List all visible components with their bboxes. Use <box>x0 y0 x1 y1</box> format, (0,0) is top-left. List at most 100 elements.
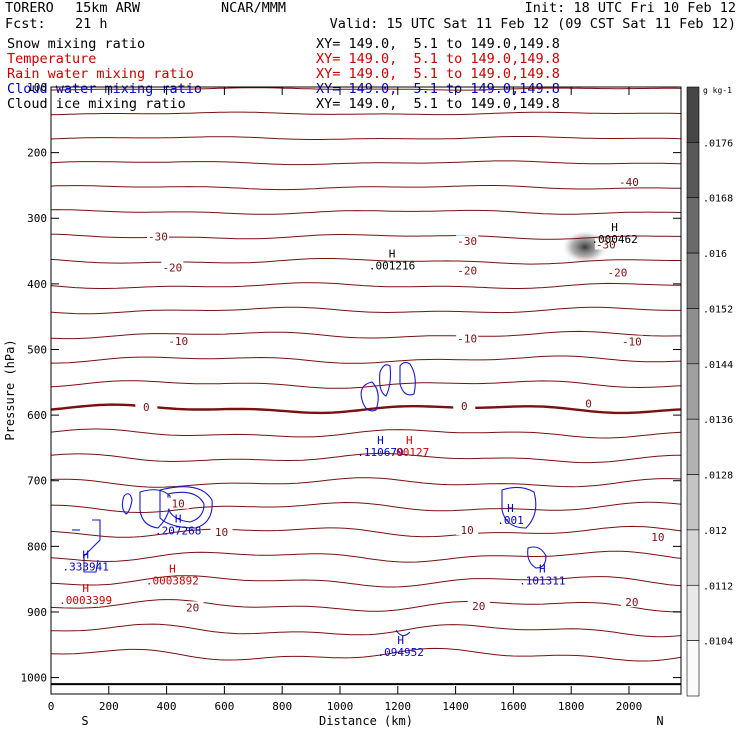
isotherm <box>50 525 682 538</box>
maximum-value: .101311 <box>519 574 565 587</box>
isotherm <box>50 575 682 588</box>
x-axis-label: Distance (km) <box>319 714 413 728</box>
cloud-water-contour <box>501 486 537 529</box>
field-xy-range: XY= 149.0, 5.1 to 149.0,149.8 <box>316 96 560 112</box>
colorbar-tick-label: .0144 <box>703 360 733 371</box>
isotherm-label: 0 <box>461 400 468 413</box>
colorbar-tick-label: .0136 <box>703 415 733 426</box>
maximum-value: .000462 <box>591 233 637 246</box>
isotherm <box>50 452 681 464</box>
isotherm-label-bg <box>181 601 204 613</box>
y-tick-label: 300 <box>27 212 47 225</box>
forecast-label: Fcst: <box>5 16 46 32</box>
maximum-marker: H <box>507 502 514 515</box>
isotherm-label: -30 <box>596 238 616 251</box>
colorbar-cell <box>686 529 700 586</box>
maximum-value: .001216 <box>369 259 415 272</box>
cloud-water-contour <box>121 493 133 515</box>
plot-frame <box>50 86 682 695</box>
isotherm-label: 20 <box>472 600 485 613</box>
maximum-value: .001 <box>497 514 524 527</box>
x-tick-label: 1800 <box>558 700 585 713</box>
isotherm <box>50 306 681 315</box>
isotherm <box>50 380 682 389</box>
y-tick-label: 600 <box>27 409 47 422</box>
maximum-value: .0003892 <box>146 574 199 587</box>
maximum-marker: H <box>406 434 413 447</box>
isotherm-label-bg <box>167 497 190 509</box>
colorbar-tick-label: .016 <box>703 249 727 260</box>
isotherm <box>50 477 682 488</box>
isotherm <box>50 185 682 191</box>
maximum-marker: H <box>82 549 89 562</box>
y-tick-label: 800 <box>27 540 47 553</box>
colorbar-tick-label: .0152 <box>703 304 733 315</box>
isotherm <box>51 355 682 364</box>
isotherm-label-bg <box>161 261 184 273</box>
colorbar-tick-label: .0112 <box>703 581 733 592</box>
colorbar-cell <box>686 363 700 420</box>
colorbar-tick-label: .0104 <box>703 637 733 648</box>
y-tick-label: 700 <box>27 475 47 488</box>
x-tick-label: 1200 <box>385 700 412 713</box>
isotherm-label: -40 <box>619 176 639 189</box>
isotherm-label: -10 <box>457 332 477 345</box>
cloud-water-contour <box>167 491 205 523</box>
y-tick-label: 500 <box>27 343 47 356</box>
maximum-marker: H <box>377 434 384 447</box>
isotherm-label: 20 <box>186 601 199 614</box>
field-name: Cloud water mixing ratio <box>7 81 203 97</box>
isotherm <box>50 282 681 289</box>
isotherm <box>50 330 681 340</box>
maximum-value: .333941 <box>62 561 108 574</box>
maximum-marker: H <box>175 513 182 526</box>
colorbar-cell <box>686 584 700 641</box>
maximum-marker: H <box>82 582 89 595</box>
field-name: Cloud ice mixing ratio <box>7 96 186 112</box>
cloud-water-contour <box>399 361 416 396</box>
isotherm-label: 10 <box>172 498 185 511</box>
isotherm-label-bg <box>135 401 158 413</box>
y-axis-label: Pressure (hPa) <box>3 339 17 440</box>
isotherm-label: -30 <box>457 235 477 248</box>
colorbar-cell <box>686 142 700 199</box>
colorbar-tick-label: .0128 <box>703 471 733 482</box>
y-tick-label: 100 <box>27 81 47 94</box>
cloud-water-contour <box>139 489 171 529</box>
isotherm <box>50 209 682 215</box>
isotherm <box>50 501 682 514</box>
colorbar-unit: g kg-1 <box>703 86 732 95</box>
colorbar-cell <box>686 640 700 697</box>
field-xy-range: XY= 149.0, 5.1 to 149.0,149.8 <box>316 36 560 52</box>
isotherm-label: -20 <box>457 265 477 278</box>
colorbar-cell <box>686 418 700 475</box>
isotherm-label-bg <box>617 176 640 188</box>
isotherm <box>50 428 682 439</box>
y-tick-label: 1000 <box>21 672 48 685</box>
isotherm <box>50 111 682 116</box>
isotherm-label-bg <box>456 523 479 535</box>
isotherm-label-bg <box>577 397 600 409</box>
field-name: Snow mixing ratio <box>7 36 146 52</box>
maximum-marker: H <box>397 634 404 647</box>
x-tick-label: 600 <box>214 700 234 713</box>
field-name: Temperature <box>7 51 97 67</box>
center-name: NCAR/MMM <box>221 0 287 16</box>
colorbar-tick-label: .0168 <box>703 194 733 205</box>
isotherm-label-bg <box>210 525 233 537</box>
colorbar-tick-label: .0176 <box>703 138 733 149</box>
field-xy-range: XY= 149.0, 5.1 to 149.0,149.8 <box>316 51 560 67</box>
maximum-marker: H <box>389 247 396 260</box>
cloud-water-contour <box>83 519 101 573</box>
isotherm <box>50 136 682 140</box>
isotherm-label: -10 <box>168 335 188 348</box>
cloud-water-contour <box>360 381 379 412</box>
maximum-marker: H <box>539 562 546 575</box>
isotherm <box>50 258 681 265</box>
x-tick-label: 800 <box>272 700 292 713</box>
isotherm-label: 10 <box>461 524 474 537</box>
isotherm-label: -30 <box>148 231 168 244</box>
model-resolution: 15km ARW <box>75 0 141 16</box>
isotherm-label: -20 <box>162 261 182 274</box>
